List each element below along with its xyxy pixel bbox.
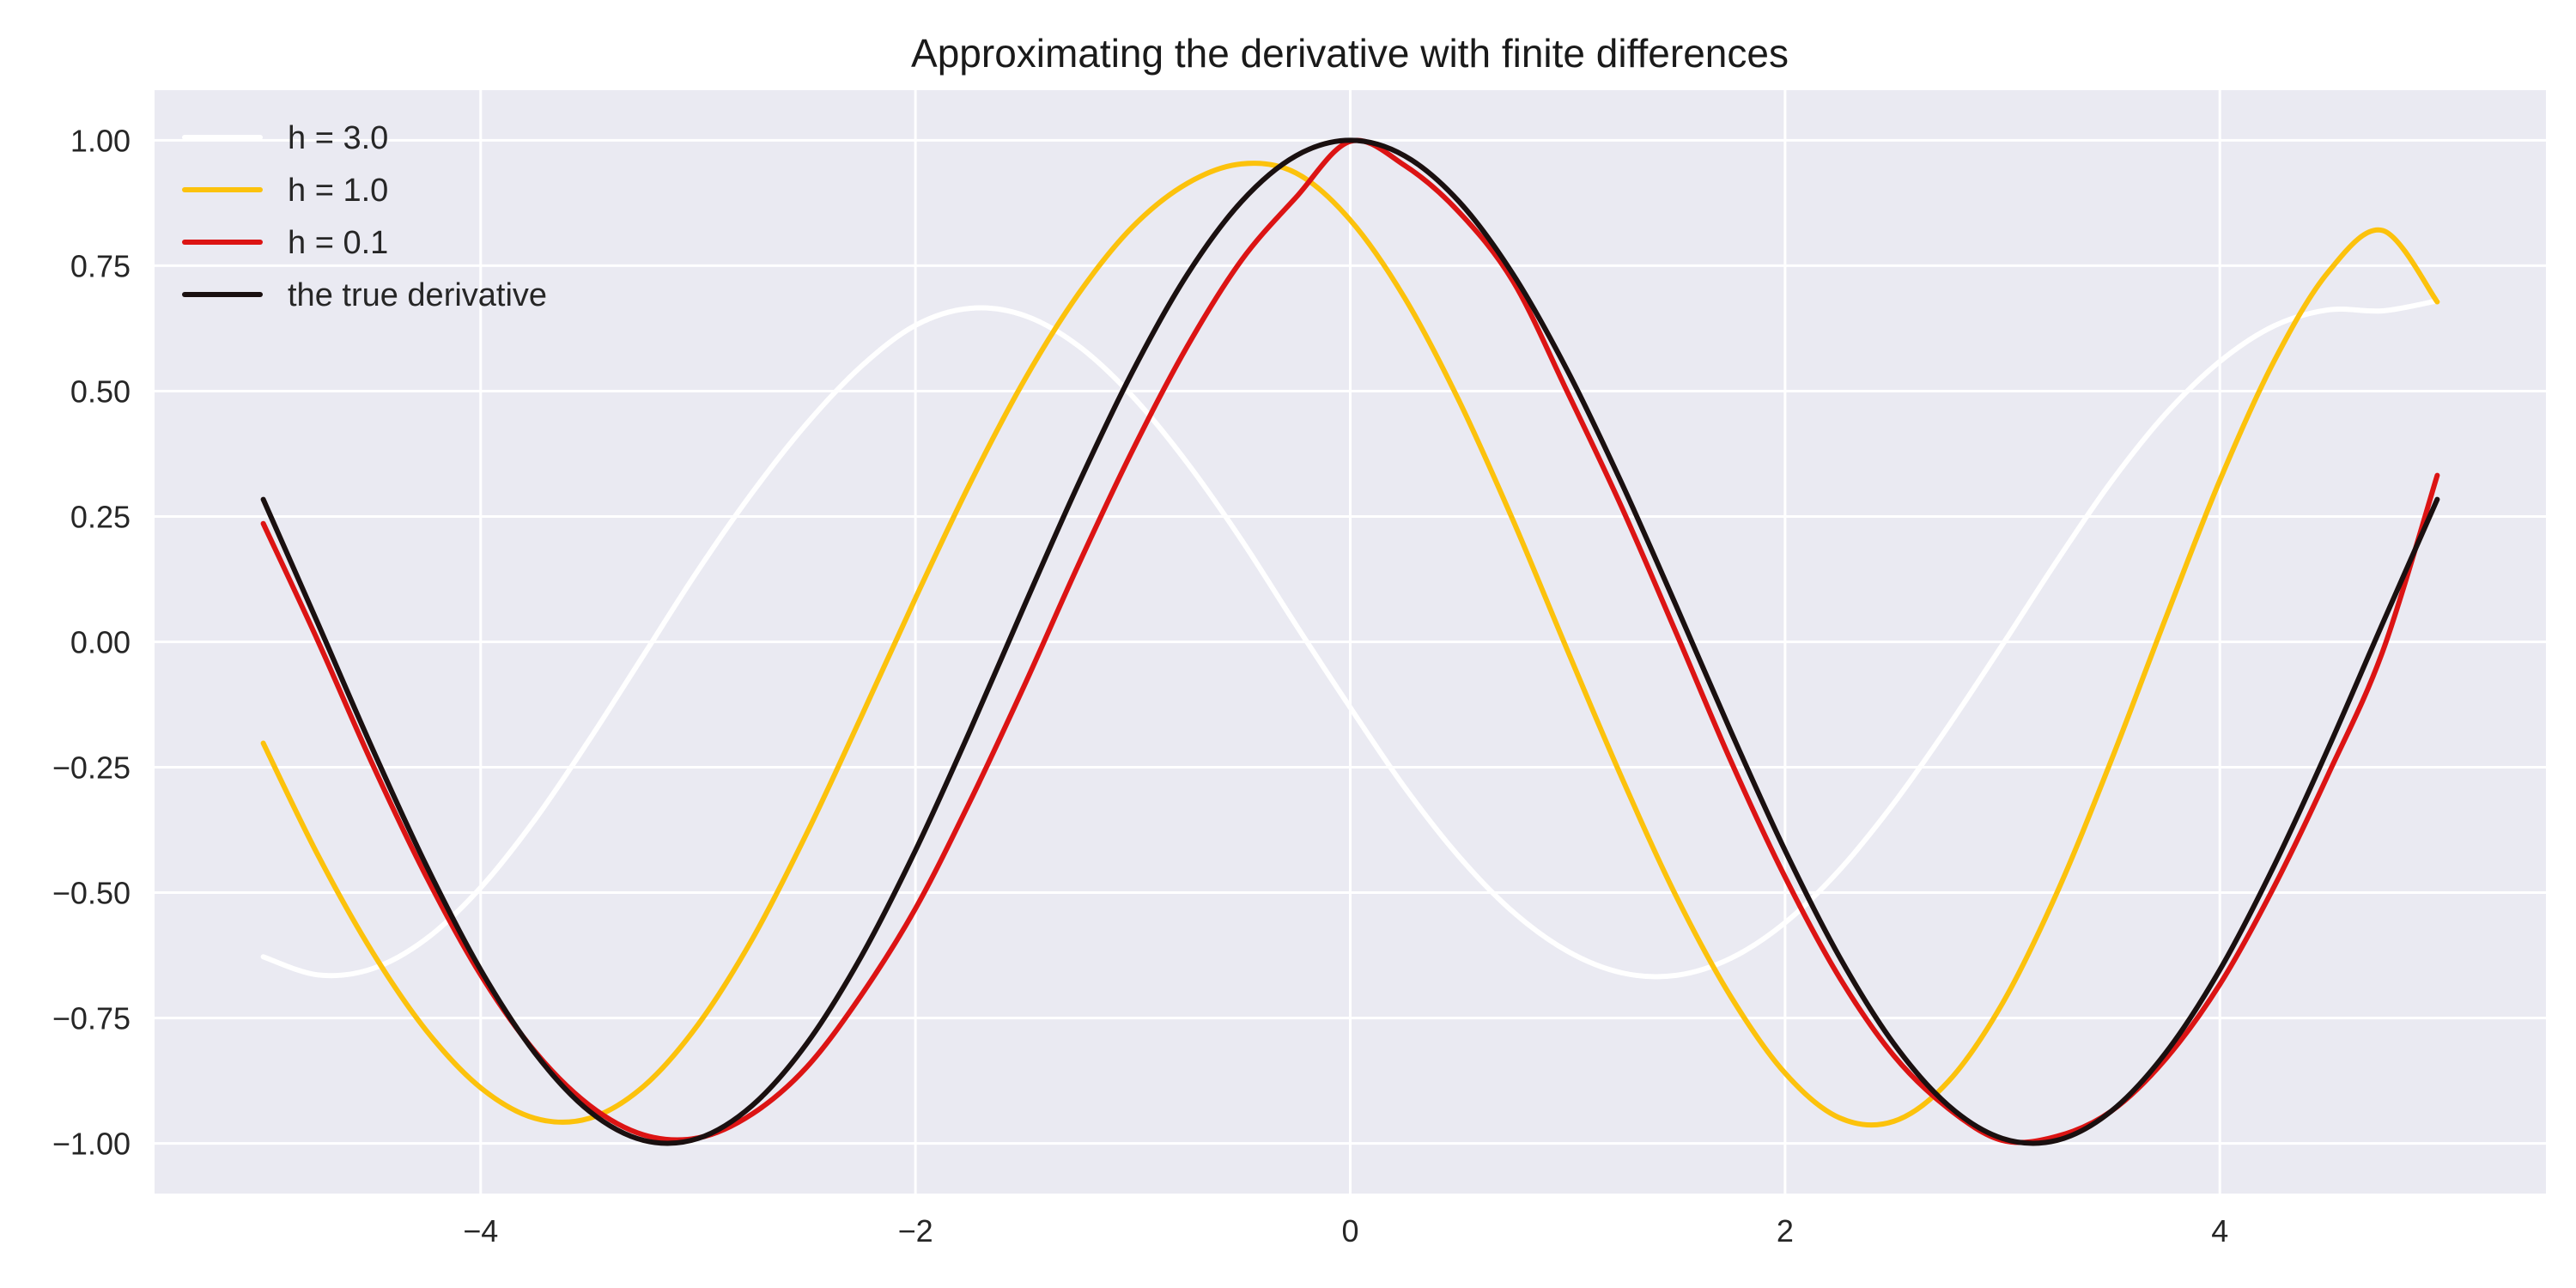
y-tick-label: 0.25 — [70, 499, 131, 534]
y-tick-label: 0.75 — [70, 248, 131, 283]
legend-label: the true derivative — [288, 277, 547, 313]
y-tick-label: −1.00 — [52, 1127, 131, 1162]
y-tick-labels: 1.00 0.75 0.50 0.25 0.00 −0.25 −0.50 −0.75 −1.00 — [52, 123, 131, 1161]
legend-label: h = 1.0 — [288, 173, 388, 209]
x-tick-labels: −4 −2 0 2 4 — [463, 1213, 2228, 1249]
y-tick-label: 0.50 — [70, 374, 131, 409]
x-tick-label: 2 — [1777, 1213, 1794, 1249]
series-line-1 — [260, 161, 2440, 1128]
y-tick-label: −0.25 — [52, 750, 131, 786]
grid-lines — [155, 90, 2546, 1194]
series-line-3 — [260, 137, 2440, 1146]
legend-label: h = 0.1 — [288, 225, 388, 261]
series-lines — [260, 137, 2440, 1146]
chart-title: Approximating the derivative with finite… — [911, 31, 1789, 76]
y-tick-label: −0.75 — [52, 1001, 131, 1036]
legend: h = 3.0 h = 1.0 h = 0.1 the true derivative — [182, 120, 547, 313]
legend-label: h = 3.0 — [288, 120, 388, 156]
series-line-0 — [260, 298, 2440, 980]
y-tick-label: 0.00 — [70, 625, 131, 660]
x-tick-label: −2 — [898, 1213, 933, 1249]
y-tick-label: −0.50 — [52, 876, 131, 911]
x-tick-label: 0 — [1341, 1213, 1358, 1249]
x-tick-label: −4 — [463, 1213, 498, 1249]
y-tick-label: 1.00 — [70, 123, 131, 158]
x-tick-label: 4 — [2211, 1213, 2228, 1249]
